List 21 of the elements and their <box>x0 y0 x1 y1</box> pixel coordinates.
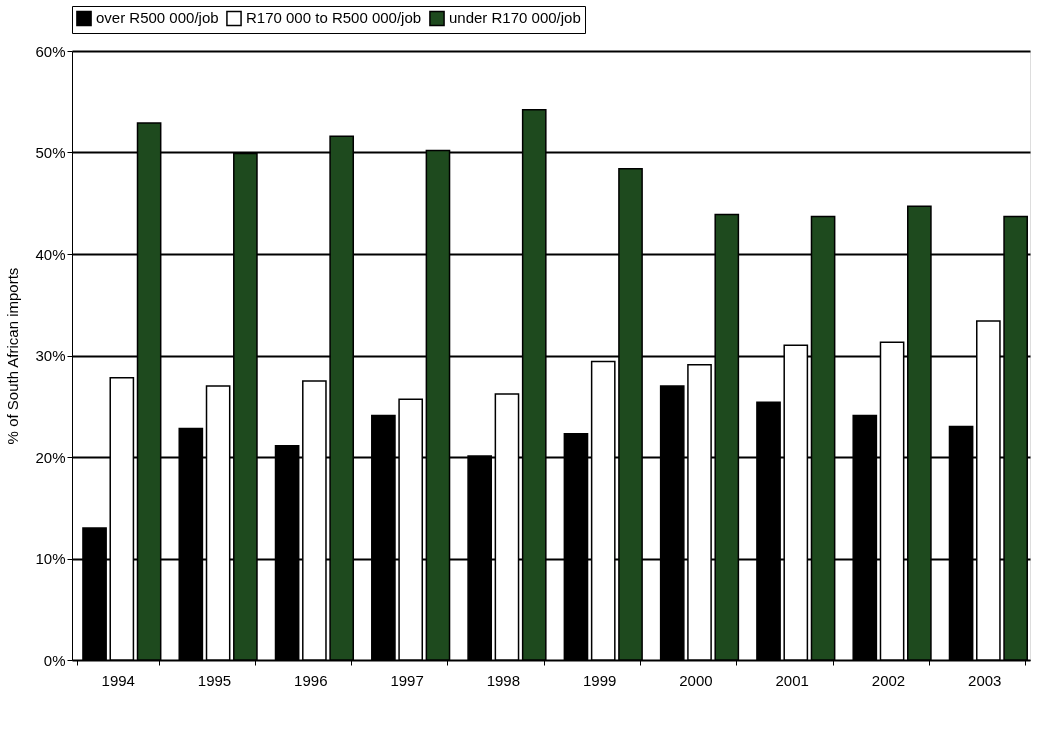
x-tick-label: 1995 <box>197 671 232 689</box>
y-tick-label: 10% <box>35 550 66 567</box>
x-tick-label: 2000 <box>679 671 713 689</box>
y-tick-label: 60% <box>35 42 66 60</box>
legend-label: R170 000 to R500 000/job <box>246 9 422 27</box>
y-tick-label: 20% <box>35 448 66 466</box>
y-tick-label: 30% <box>35 347 66 364</box>
x-tick-label: 2001 <box>775 671 809 689</box>
x-tick-label: 1997 <box>390 671 424 689</box>
x-tick-label: 1994 <box>101 671 135 689</box>
x-tick-label: 1998 <box>486 671 521 689</box>
x-tick-label: 1999 <box>582 671 617 689</box>
x-tick-label: 2002 <box>871 671 906 689</box>
y-tick-label: 40% <box>35 245 66 263</box>
legend-label: under R170 000/job <box>449 9 581 27</box>
y-tick-label: 50% <box>35 144 66 161</box>
y-axis-title: % of South African imports <box>4 267 22 445</box>
x-tick-label: 1996 <box>294 671 328 689</box>
y-tick-label: 0% <box>43 651 66 669</box>
legend-label: over R500 000/job <box>96 9 219 27</box>
x-tick-label: 2003 <box>968 671 1002 689</box>
